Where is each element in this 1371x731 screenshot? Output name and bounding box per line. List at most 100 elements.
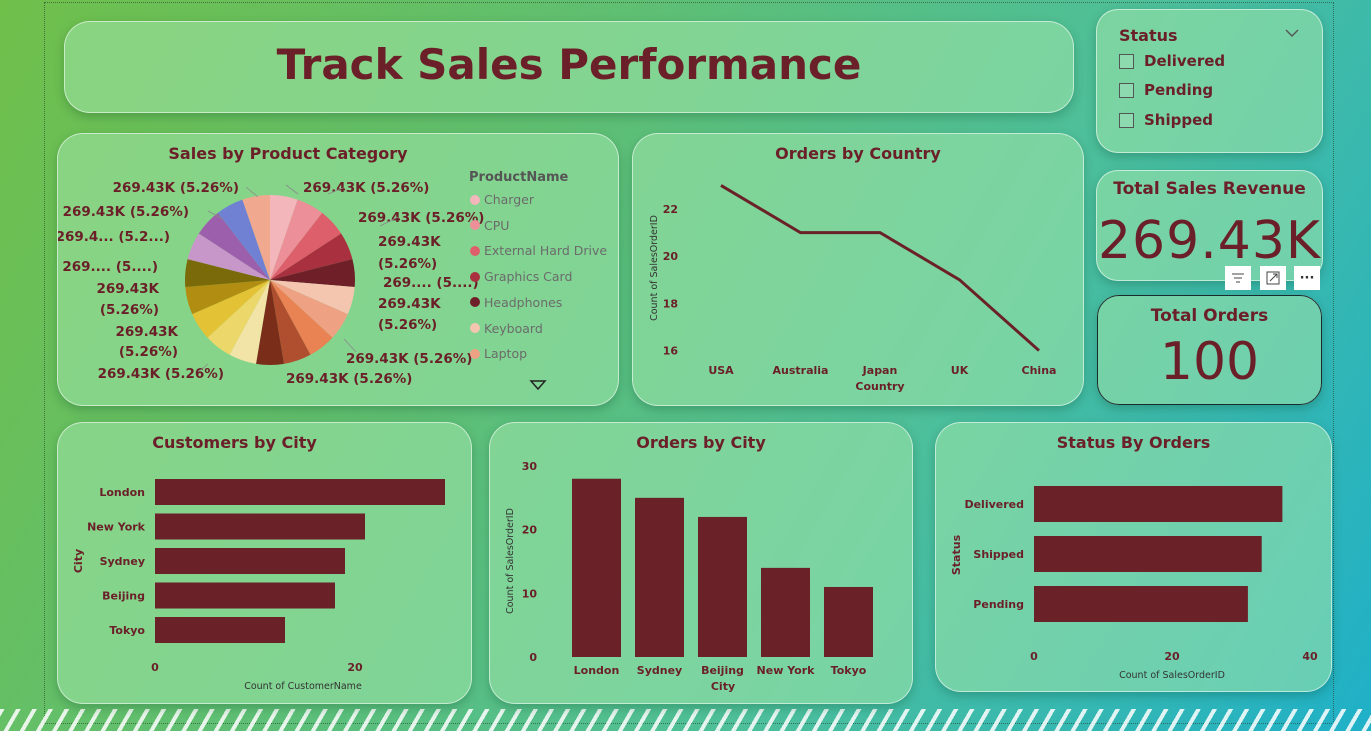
- y-tick-label: 30: [522, 460, 538, 473]
- bar: [635, 497, 684, 657]
- legend-item[interactable]: Keyboard: [470, 321, 543, 336]
- legend-title: ProductName: [469, 170, 569, 185]
- pie-data-label: 269.43K (5.26%): [358, 210, 484, 226]
- pie-slice: [270, 195, 298, 280]
- legend-item[interactable]: Graphics Card: [470, 269, 572, 284]
- bar: [155, 548, 345, 574]
- bar: [824, 586, 873, 657]
- slicer-title: Status: [1119, 26, 1178, 45]
- y-tick-label: London: [99, 486, 145, 499]
- y-axis-title: Count of SalesOrderID: [505, 508, 516, 614]
- kpi-orders-value: 100: [1159, 332, 1260, 392]
- bar: [698, 516, 747, 657]
- filter-icon[interactable]: [1225, 266, 1251, 290]
- pie-slice: [217, 199, 270, 280]
- x-axis-title: Country: [855, 380, 904, 393]
- x-tick-label: Australia: [773, 364, 829, 377]
- pie-slice: [270, 259, 356, 288]
- pie-slice: [192, 280, 270, 338]
- legend-label: CPU: [484, 217, 510, 233]
- orders-by-country-card: Orders by Country 16 18 20 22 USA Australia Ja…: [632, 133, 1084, 406]
- y-tick-label: 20: [663, 250, 679, 263]
- pie-data-label: 269.43K: [378, 296, 441, 312]
- bar-chart: Delivered Shipped Pending 0 20 40 Count of Sal…: [950, 486, 1318, 681]
- x-axis-title: City: [711, 680, 735, 693]
- pie-slice: [270, 233, 353, 280]
- focus-mode-icon[interactable]: [1260, 266, 1286, 290]
- legend-label: External Hard Drive: [484, 243, 608, 259]
- pie-data-label: 269.... (5....): [62, 259, 158, 275]
- checkbox[interactable]: [1119, 112, 1134, 128]
- checkbox[interactable]: [1119, 53, 1134, 69]
- y-axis-title: Status: [950, 534, 963, 575]
- bar: [155, 582, 335, 609]
- decorative-stripes: [0, 709, 1371, 731]
- legend-item[interactable]: Laptop: [470, 346, 527, 361]
- pie-data-label: (5.26%): [100, 302, 159, 318]
- y-tick-label: 16: [663, 345, 679, 358]
- legend-item[interactable]: CPU: [470, 218, 509, 233]
- legend-label: Keyboard: [484, 320, 543, 336]
- legend-label: Laptop: [484, 346, 528, 362]
- y-tick-label: Sydney: [100, 555, 145, 568]
- x-tick-label: Beijing: [701, 664, 744, 677]
- customers-by-city-card: Customers by City London New York Sydney Be…: [57, 422, 472, 704]
- legend-swatch: [470, 245, 480, 256]
- x-tick-label: USA: [708, 364, 734, 377]
- legend-swatch: [470, 220, 480, 231]
- pie-slice: [270, 280, 333, 355]
- x-tick-label: New York: [757, 664, 816, 677]
- pie-slice: [270, 280, 311, 364]
- bar: [1034, 586, 1248, 622]
- legend-swatch: [470, 194, 480, 205]
- y-tick-label: Delivered: [964, 498, 1024, 511]
- pie-slice: [185, 259, 270, 288]
- x-tick-label: Japan: [862, 364, 898, 377]
- legend-item[interactable]: Charger: [470, 192, 534, 207]
- leader-line: [285, 184, 299, 195]
- checkbox[interactable]: [1119, 82, 1134, 98]
- kpi-orders-card[interactable]: Total Orders 100: [1097, 295, 1322, 405]
- chevron-down-icon[interactable]: [1285, 28, 1299, 38]
- leader-line: [207, 210, 224, 220]
- kpi-revenue-value: 269.43K: [1097, 211, 1322, 271]
- pie-data-label: 269.43K (5.26%): [98, 366, 224, 382]
- legend-swatch: [470, 271, 480, 282]
- pie-data-label: 269.43K (5.26%): [346, 351, 472, 367]
- x-tick-label: 20: [1164, 650, 1180, 663]
- pie-data-label: 269.43K (5.26%): [303, 180, 429, 196]
- x-tick-label: 0: [151, 661, 159, 674]
- y-tick-label: New York: [87, 521, 146, 534]
- column-chart: 0 10 20 30 London Sydney Beijing New York Tokyo C…: [505, 460, 873, 693]
- x-tick-label: 40: [1302, 650, 1318, 663]
- slicer-option-label: Shipped: [1144, 111, 1214, 129]
- chart-title: Status By Orders: [1056, 433, 1211, 452]
- kpi-revenue-card: Total Sales Revenue 269.43K: [1096, 170, 1323, 281]
- x-tick-label: 0: [1030, 650, 1038, 663]
- y-tick-label: 18: [663, 297, 678, 310]
- more-options-icon[interactable]: ···: [1294, 266, 1320, 290]
- pie-data-label: 269.43K (5.26%): [113, 180, 239, 196]
- bar: [572, 478, 621, 657]
- status-slicer[interactable]: Status Delivered Pending Shipped: [1096, 9, 1323, 153]
- leader-line: [245, 186, 259, 198]
- legend-item[interactable]: Headphones: [470, 295, 562, 310]
- y-axis-title: City: [72, 549, 85, 573]
- pie-data-label: 269.43K: [378, 234, 441, 250]
- pie-slice: [270, 280, 355, 315]
- slicer-option-delivered[interactable]: Delivered: [1119, 52, 1225, 70]
- slicer-option-pending[interactable]: Pending: [1119, 81, 1213, 99]
- pie-data-label: 269.... (5....): [383, 275, 479, 291]
- line-chart: 16 18 20 22 USA Australia Japan UK China Country C…: [649, 184, 1056, 393]
- pie-data-label: (5.26%): [378, 317, 437, 333]
- bar: [155, 513, 365, 540]
- orders-by-city-card: Orders by City 0 10 20 30 London Sydney Beijin…: [489, 422, 913, 704]
- legend-scroll-down-icon[interactable]: [529, 379, 547, 391]
- y-tick-label: 0: [529, 651, 537, 664]
- pie-data-label: 269.43K (5.26%): [286, 371, 412, 387]
- leader-line: [343, 338, 357, 353]
- kpi-orders-title: Total Orders: [1150, 306, 1269, 326]
- legend-item[interactable]: External Hard Drive: [470, 243, 607, 258]
- page-title: Track Sales Performance: [276, 40, 862, 89]
- slicer-option-shipped[interactable]: Shipped: [1119, 111, 1213, 129]
